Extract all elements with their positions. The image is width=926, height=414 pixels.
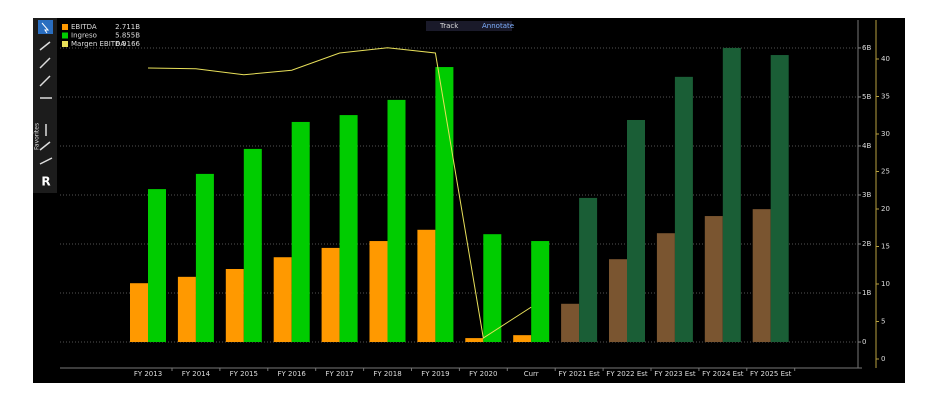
pointer-icon xyxy=(41,22,50,34)
bar xyxy=(627,119,645,343)
x-tick-label: Curr xyxy=(524,370,539,378)
x-tick-label: FY 2015 xyxy=(230,370,258,378)
y-tick-label: 0 xyxy=(862,338,866,346)
legend-swatch xyxy=(62,41,68,47)
x-tick-label: FY 2021 Est xyxy=(558,370,600,378)
y2-tick-label: 20 xyxy=(881,205,890,213)
favorites-label: Favorites xyxy=(34,123,41,150)
legend-swatch xyxy=(62,32,68,39)
bar xyxy=(674,76,693,343)
legend-value: 6.9166 xyxy=(116,40,141,48)
tool-icons xyxy=(39,41,53,165)
annotate-button[interactable]: Annotate xyxy=(482,22,514,30)
bar xyxy=(752,209,771,343)
x-tick-label: FY 2013 xyxy=(134,370,162,378)
track-button[interactable]: Track xyxy=(439,22,459,30)
bar xyxy=(722,47,741,343)
bar xyxy=(339,115,358,343)
bar xyxy=(770,55,789,343)
line-tool[interactable] xyxy=(39,57,51,69)
y-tick-label: 3B xyxy=(862,191,871,199)
bar xyxy=(656,233,675,343)
bar xyxy=(609,259,627,343)
r-tool[interactable]: R xyxy=(41,175,50,189)
y-tick-label: 2B xyxy=(862,240,871,248)
y-tick-label: 1B xyxy=(862,289,871,297)
x-tick-label: FY 2019 xyxy=(421,370,449,378)
y2-tick-label: 15 xyxy=(881,243,890,251)
y-tick-label: 6B xyxy=(862,44,871,52)
bar xyxy=(130,283,148,343)
bar xyxy=(177,276,196,343)
bar xyxy=(195,173,214,343)
y-tick-label: 4B xyxy=(862,142,871,150)
line-series xyxy=(147,47,532,339)
y2-tick-label: 35 xyxy=(881,93,890,101)
legend-value: 5.855B xyxy=(115,32,140,40)
y2-tick-label: 40 xyxy=(881,55,890,63)
x-tick-label: FY 2014 xyxy=(182,370,211,378)
bar xyxy=(531,241,550,343)
bar xyxy=(243,148,262,343)
bar xyxy=(704,216,723,343)
y2-tick-label: 30 xyxy=(881,130,890,138)
trend-tool[interactable] xyxy=(39,141,51,151)
bar xyxy=(387,99,406,343)
x-tick-label: FY 2022 Est xyxy=(606,370,648,378)
x-tick-label: FY 2016 xyxy=(278,370,307,378)
legend-value: 2.711B xyxy=(115,23,140,31)
x-tick-label: FY 2025 Est xyxy=(750,370,792,378)
bar xyxy=(291,121,310,343)
legend-label: EBITDA xyxy=(71,23,97,31)
bar xyxy=(321,247,340,343)
y-tick-label: 5B xyxy=(862,93,871,101)
y2-tick-label: 0 xyxy=(881,355,885,363)
bar xyxy=(483,234,502,343)
y2-tick-label: 10 xyxy=(881,280,890,288)
bar xyxy=(273,257,292,343)
bar xyxy=(369,241,388,343)
bar xyxy=(513,335,532,343)
bar xyxy=(579,197,598,343)
channel-tool[interactable] xyxy=(39,157,53,165)
top-toolbar xyxy=(426,21,512,31)
bar xyxy=(417,229,436,343)
bar xyxy=(561,303,580,343)
y2-tick-label: 5 xyxy=(881,318,885,326)
x-tick-label: FY 2017 xyxy=(325,370,353,378)
legend-label: Margen EBITDA xyxy=(71,40,125,48)
legend-swatch xyxy=(62,24,68,30)
ray-tool[interactable] xyxy=(39,75,51,87)
x-tick-label: FY 2024 Est xyxy=(702,370,744,378)
legend-label: Ingreso xyxy=(71,32,97,40)
bar xyxy=(465,338,484,343)
y2-tick-label: 25 xyxy=(881,168,890,176)
bar xyxy=(225,268,244,343)
x-tick-label: FY 2020 xyxy=(469,370,497,378)
x-tick-label: FY 2018 xyxy=(373,370,401,378)
bar xyxy=(148,189,166,343)
x-tick-label: FY 2023 Est xyxy=(654,370,696,378)
toolbar xyxy=(33,18,57,193)
pen-tool[interactable] xyxy=(39,41,51,51)
